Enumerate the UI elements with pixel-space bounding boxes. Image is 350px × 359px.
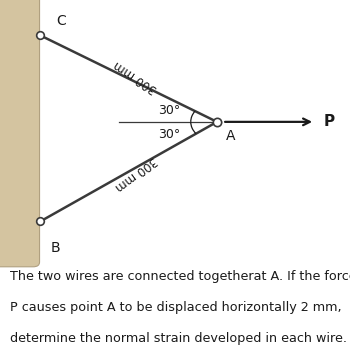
Text: B: B [51, 241, 61, 255]
Text: P: P [324, 114, 335, 129]
Text: 30°: 30° [158, 103, 180, 117]
Text: 30°: 30° [158, 128, 180, 141]
Text: determine the normal strain developed in each wire.: determine the normal strain developed in… [10, 332, 348, 345]
FancyBboxPatch shape [0, 0, 40, 267]
Text: P causes point A to be displaced horizontally 2 mm,: P causes point A to be displaced horizon… [10, 301, 342, 314]
Text: 300 mm: 300 mm [112, 153, 159, 193]
Text: 300 mm: 300 mm [112, 57, 160, 95]
Text: The two wires are connected togetherat A. If the force: The two wires are connected togetherat A… [10, 270, 350, 283]
Text: A: A [226, 129, 235, 143]
Text: C: C [56, 14, 66, 28]
